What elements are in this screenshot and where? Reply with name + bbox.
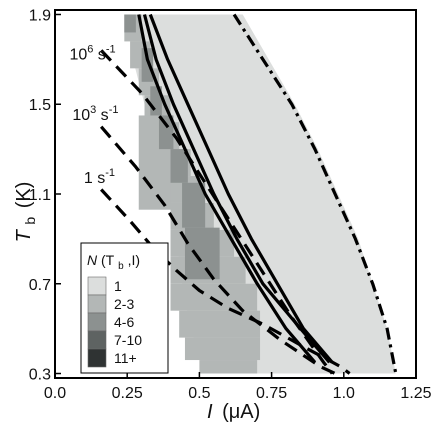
region-level-2-block (179, 310, 261, 338)
x-tick-label: 0.25 (112, 385, 143, 402)
y-axis-ticks: 0.3 0.7 1.1 1.5 1.9 (29, 7, 61, 384)
legend-swatch (87, 312, 107, 332)
region-level-2-block (199, 360, 258, 374)
y-tick-label: 0.3 (29, 367, 51, 384)
region-level-3-block (158, 115, 174, 150)
annotation-base: 10 (69, 46, 87, 63)
line-dashed-3 (100, 188, 351, 375)
line-dashed-2 (99, 125, 336, 375)
annotation-unit-exp: -1 (105, 167, 115, 179)
x-tick-label: 1.0 (333, 385, 355, 402)
y-tick-label: 1.1 (29, 187, 51, 204)
legend: N (T b ,I) 1 2-3 4-6 7-10 11+ (80, 242, 169, 374)
legend-swatch (87, 348, 107, 368)
x-axis-label-unit: (μA) (222, 401, 260, 423)
region-level-3-block (141, 48, 154, 82)
y-tick-label: 1.9 (29, 7, 51, 24)
annotation-unit-exp: -1 (106, 43, 116, 55)
legend-title-b: (T (101, 252, 115, 268)
annotation-exp: 6 (87, 43, 93, 55)
annotation-unit: s (96, 107, 108, 124)
region-level-3-block (150, 86, 162, 116)
region-level-2-block (184, 337, 261, 361)
x-tick-label: 1.25 (400, 385, 431, 402)
legend-swatch (87, 294, 107, 314)
legend-title-a: N (87, 252, 98, 268)
legend-entries: 1 2-3 4-6 7-10 11+ (87, 276, 142, 368)
legend-label: 1 (114, 278, 122, 294)
x-tick-label: 0.75 (256, 385, 287, 402)
region-level-3-block (182, 182, 206, 228)
y-tick-label: 1.5 (29, 97, 51, 114)
line-solid-1 (137, 14, 317, 364)
y-tick-label: 0.7 (29, 277, 51, 294)
x-tick-label: 0.5 (188, 385, 210, 402)
plot-area (99, 13, 398, 375)
legend-swatch (87, 330, 107, 350)
annotation-base: 10 (72, 107, 90, 124)
annotation-unit: s (93, 46, 105, 63)
legend-title: N (T b ,I) (87, 252, 140, 272)
legend-label: 2-3 (114, 296, 134, 312)
region-level-3-block (124, 14, 136, 33)
x-tick-label: 0.0 (44, 385, 66, 402)
annotation-unit-exp: -1 (109, 104, 119, 116)
annotation-rate-1e3: 103 s-1 (72, 104, 118, 124)
line-dashed-1 (100, 49, 334, 375)
legend-title-c: b (118, 261, 124, 272)
x-axis-label: I (μA) (207, 401, 260, 423)
region-level-3-block (170, 149, 188, 183)
annotation-rate-1e6: 106 s-1 (69, 43, 115, 63)
annotation-exp: 3 (90, 104, 96, 116)
heatmap-regions (124, 14, 396, 374)
y-axis-label: T b (K) (13, 182, 40, 243)
legend-label: 7-10 (114, 332, 142, 348)
y-axis-label-unit: (K) (13, 182, 35, 209)
annotation-base: 1 (84, 170, 93, 187)
region-level-2-block (170, 283, 258, 311)
annotation-rate-1: 1 s-1 (84, 167, 115, 187)
line-solid-3 (148, 13, 334, 364)
curve-lines (99, 13, 398, 375)
x-axis-label-main: I (207, 401, 213, 423)
legend-label: 11+ (114, 350, 137, 366)
legend-title-d: ,I) (128, 252, 140, 268)
y-axis-label-main: T (13, 228, 35, 242)
legend-swatch (87, 276, 107, 296)
line-dashdot (232, 13, 398, 374)
x-axis-ticks: 0.0 0.25 0.5 0.75 1.0 1.25 (44, 372, 432, 402)
region-level-3-block (184, 227, 220, 280)
legend-label: 4-6 (114, 314, 134, 330)
annotation-unit: s (93, 170, 105, 187)
y-axis-label-sub: b (22, 217, 38, 225)
